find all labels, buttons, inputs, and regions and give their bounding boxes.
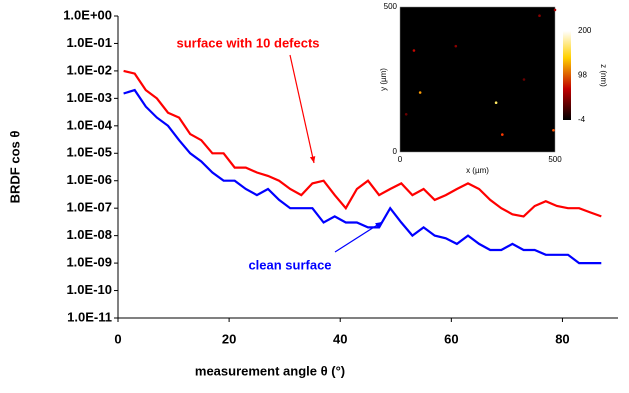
inset-background	[400, 7, 555, 152]
inset-y-tick-label: 0	[393, 147, 398, 156]
x-tick-label: 60	[444, 331, 458, 346]
x-axis-title: measurement angle θ (°)	[195, 363, 345, 378]
colorbar-tick-label: -4	[578, 115, 586, 124]
defect-point	[523, 78, 526, 81]
x-tick-label: 40	[333, 331, 347, 346]
defect-point	[413, 49, 416, 52]
arrow-head	[310, 156, 315, 163]
colorbar-tick-label: 98	[578, 71, 587, 80]
defect-point	[538, 14, 541, 17]
y-tick-label: 1.0E-02	[66, 62, 112, 77]
y-tick-label: 1.0E-10	[66, 282, 112, 297]
colorbar	[563, 31, 571, 120]
y-tick-label: 1.0E-09	[66, 255, 112, 270]
chart: measurement angle θ (°) BRDF cos θ 1.0E+…	[0, 0, 629, 388]
x-tick-label: 0	[114, 331, 121, 346]
colorbar-tick-label: 200	[578, 26, 592, 35]
y-tick-label: 1.0E-11	[67, 309, 112, 324]
inset-y-title: y (µm)	[379, 68, 388, 91]
y-tick-label: 1.0E-05	[66, 145, 112, 160]
inset-y-tick-label: 500	[384, 2, 398, 11]
inset-x-tick-label: 0	[398, 155, 403, 164]
y-tick-label: 1.0E+00	[63, 7, 112, 22]
defect-point	[405, 113, 408, 116]
x-tick-label: 80	[555, 331, 569, 346]
y-tick-label: 1.0E-08	[66, 227, 112, 242]
inset-x-tick-label: 500	[548, 155, 562, 164]
colorbar-title: z (nm)	[599, 64, 608, 87]
defect-point	[455, 45, 458, 48]
x-tick-label: 20	[222, 331, 236, 346]
inset-x-title: x (µm)	[466, 166, 489, 175]
annotation-arrow	[290, 55, 314, 163]
y-tick-label: 1.0E-06	[66, 172, 112, 187]
defect-point	[419, 91, 422, 94]
annotation-arrow	[335, 222, 382, 252]
y-tick-label: 1.0E-01	[66, 35, 112, 50]
defect-point	[552, 129, 555, 132]
defect-point	[501, 133, 504, 136]
y-tick-label: 1.0E-07	[66, 200, 112, 215]
series-label: surface with 10 defects	[176, 35, 319, 50]
defect-point	[554, 9, 557, 12]
defect-point	[495, 101, 498, 104]
y-tick-label: 1.0E-03	[66, 90, 112, 105]
series-label: clean surface	[248, 257, 331, 272]
y-axis-title: BRDF cos θ	[7, 131, 22, 204]
y-tick-label: 1.0E-04	[66, 117, 112, 132]
